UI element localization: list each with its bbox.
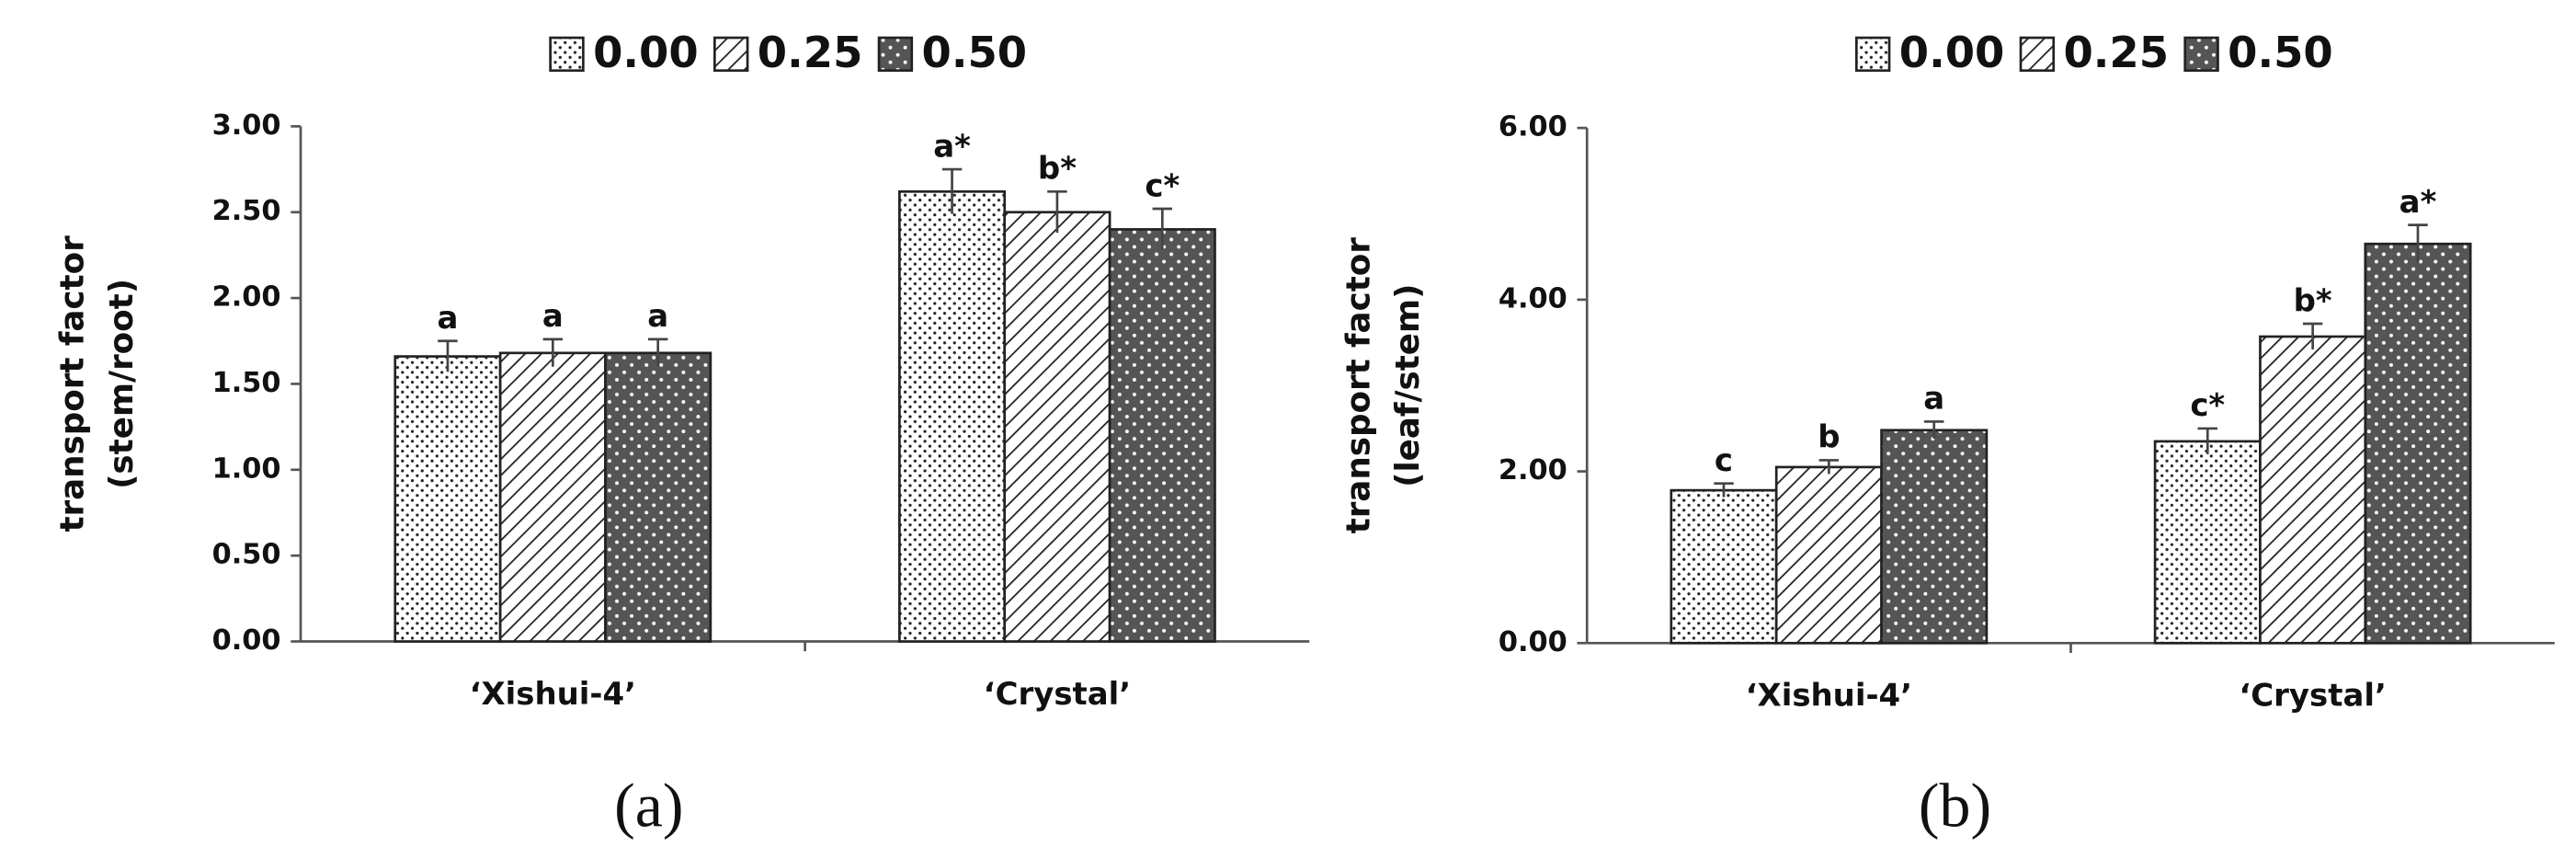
- error-bar: [2408, 223, 2428, 263]
- x-tick-label: ‘Xishui-4’: [1746, 678, 1912, 714]
- y-tick-label: 2.00: [1499, 454, 1567, 486]
- significance-letter: a: [1923, 381, 1944, 417]
- significance-letter: c*: [1145, 167, 1180, 203]
- x-tick-label: ‘Crystal’: [984, 676, 1131, 712]
- bar: [1880, 429, 1989, 645]
- bar: [2153, 440, 2262, 645]
- y-axis-title: transport factor: [1340, 237, 1378, 534]
- error-bar: [1818, 459, 1840, 475]
- x-tick-label: ‘Xishui-4’: [470, 676, 636, 712]
- legend-label: 0.00: [593, 28, 699, 77]
- legend-swatch: [549, 36, 585, 73]
- y-tick-label: 6.00: [1499, 111, 1567, 143]
- bar: [2364, 242, 2472, 645]
- y-tick-label: 0.00: [1499, 626, 1567, 658]
- y-tick-label: 2.00: [212, 281, 281, 314]
- error-bar: [1924, 420, 1944, 440]
- legend-swatch: [2183, 36, 2219, 73]
- significance-letter: a: [647, 298, 668, 334]
- y-tick-label: 4.00: [1499, 282, 1567, 315]
- bar: [1774, 465, 1883, 645]
- error-bar: [2197, 427, 2217, 454]
- y-tick-label: 0.00: [212, 624, 281, 657]
- error-bar: [941, 167, 963, 214]
- error-bar: [542, 337, 564, 367]
- error-bar: [1047, 189, 1067, 234]
- legend-swatch: [2019, 36, 2056, 73]
- y-tick-label: 1.50: [212, 367, 281, 399]
- y-tick-label: 0.50: [212, 539, 281, 571]
- legend-label: 0.00: [1899, 28, 2005, 77]
- bar: [604, 351, 712, 643]
- significance-letter: c*: [2190, 387, 2225, 423]
- bar: [1003, 211, 1111, 643]
- y-axis-title: transport factor: [53, 235, 91, 532]
- significance-letter: a: [542, 298, 564, 334]
- bar: [2259, 335, 2367, 645]
- error-bar: [1152, 207, 1173, 250]
- y-tick-label: 3.00: [212, 109, 281, 142]
- significance-letter: a*: [933, 128, 971, 164]
- bar: [898, 189, 1007, 643]
- legend-label: 0.25: [758, 28, 863, 77]
- x-tick-label: ‘Crystal’: [2239, 678, 2386, 714]
- panel-label: (a): [614, 772, 683, 841]
- significance-letter: a: [437, 300, 458, 336]
- legend-label: 0.50: [2228, 28, 2333, 77]
- error-bar: [2302, 322, 2323, 350]
- legend-label: 0.50: [922, 28, 1028, 77]
- error-bar: [438, 339, 458, 372]
- legend-label: 0.25: [2063, 28, 2169, 77]
- legend-swatch: [1854, 36, 1891, 73]
- significance-letter: b*: [1038, 151, 1077, 187]
- chart-panel: 0.00 2.00 4.00 6.00 transport factor (leaf/st…: [1340, 28, 2555, 841]
- chart-panel: 0.00 0.50 1.00 1.50 2.00 2.50 3.00 transport fa…: [53, 28, 1310, 841]
- legend: 0.00 0.25 0.50: [1854, 28, 2333, 77]
- y-tick-label: 1.00: [212, 452, 281, 485]
- error-bar: [1714, 482, 1734, 498]
- bar: [498, 351, 607, 643]
- legend-swatch: [877, 36, 914, 73]
- legend: 0.00 0.25 0.50: [549, 28, 1028, 77]
- significance-letter: b: [1818, 419, 1840, 455]
- y-axis-title: (stem/root): [103, 279, 141, 489]
- bar: [1670, 488, 1778, 645]
- panel-label: (b): [1919, 772, 1991, 841]
- significance-letter: c: [1715, 442, 1733, 478]
- significance-letter: a*: [2399, 184, 2437, 220]
- error-bar: [647, 337, 668, 367]
- bar: [1108, 228, 1216, 643]
- legend-swatch: [713, 36, 749, 73]
- y-tick-label: 2.50: [212, 195, 281, 227]
- y-axis-title: (leaf/stem): [1389, 284, 1427, 487]
- bar: [393, 355, 502, 643]
- significance-letter: b*: [2294, 282, 2332, 318]
